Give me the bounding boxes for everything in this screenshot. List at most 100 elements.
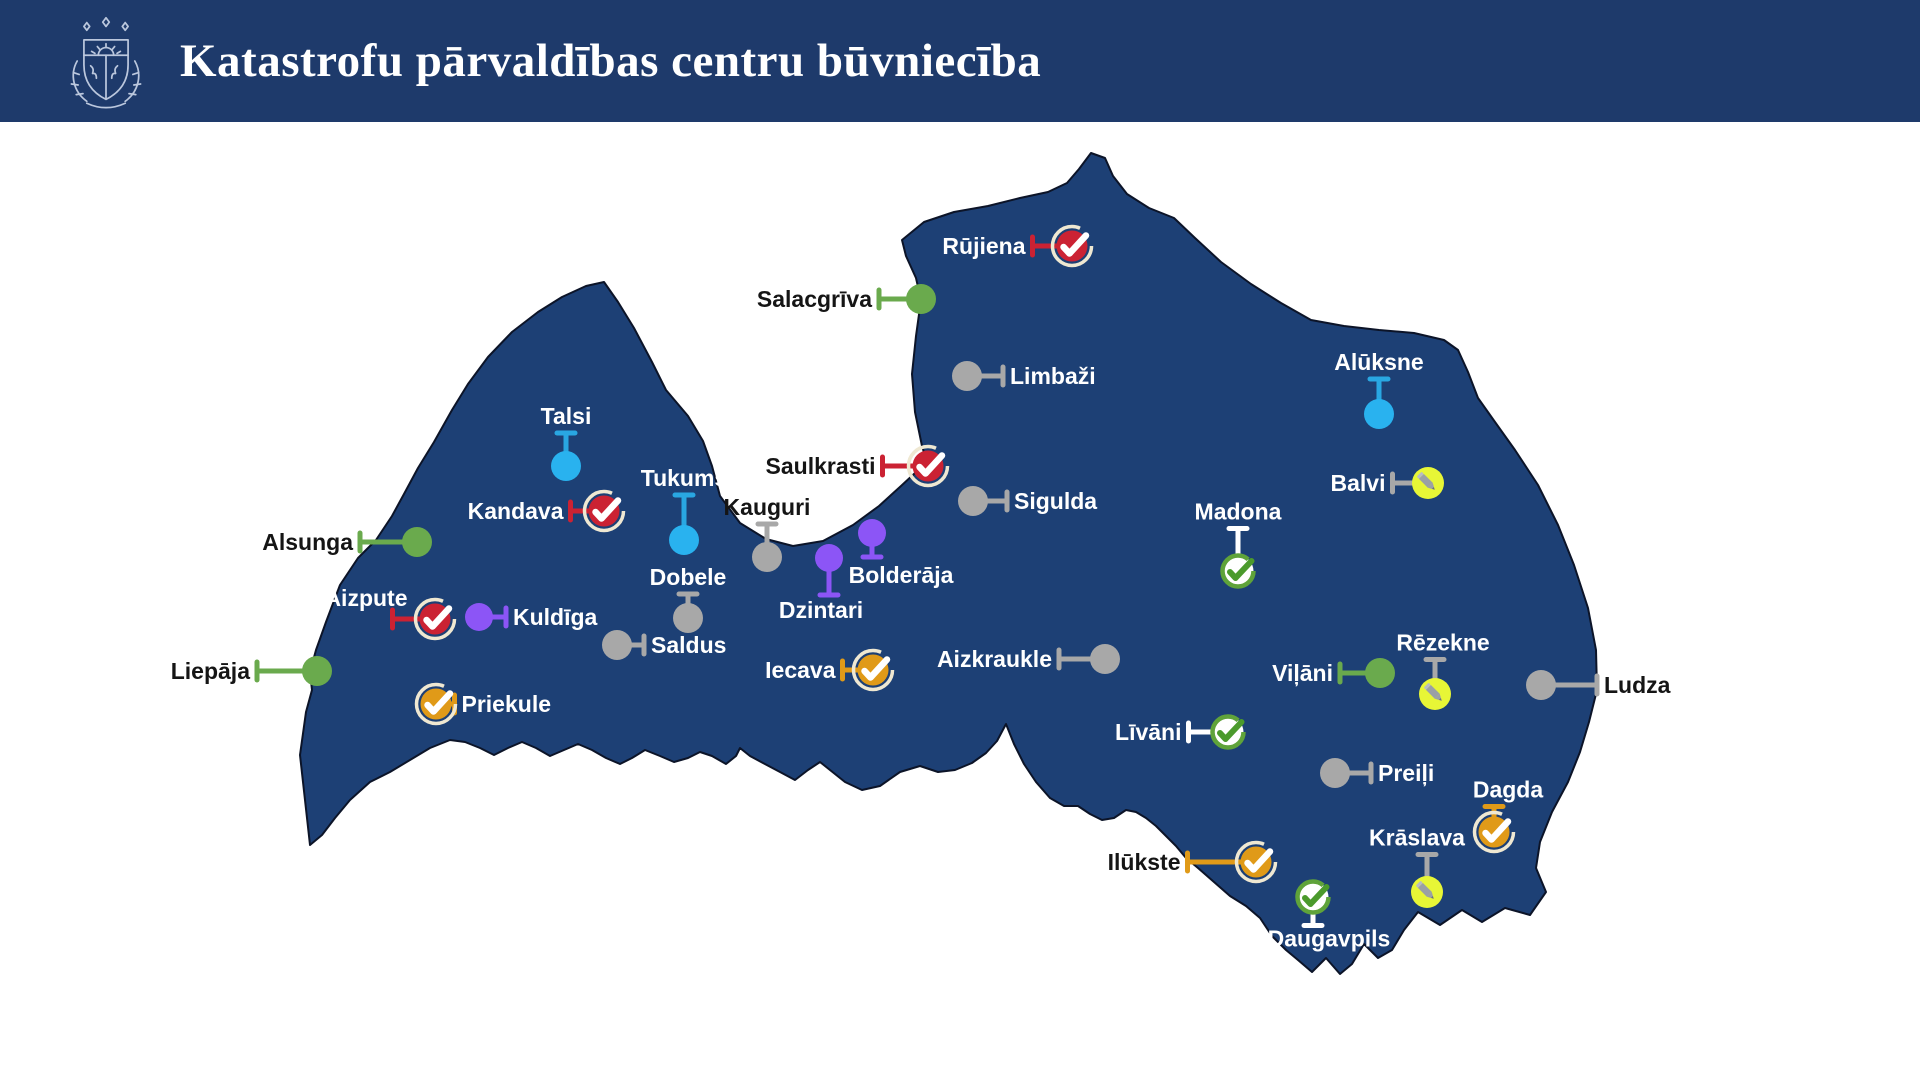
latvia-coat-of-arms-logo — [70, 16, 142, 109]
city-marker-priekule[interactable] — [414, 682, 458, 726]
status-dot — [669, 525, 699, 555]
city-marker-kauguri[interactable] — [752, 542, 782, 572]
city-marker-dobele[interactable] — [673, 603, 703, 633]
city-marker-saldus[interactable] — [602, 630, 632, 660]
status-dot — [906, 284, 936, 314]
city-label-talsi: Talsi — [541, 403, 592, 429]
swoosh-ring — [582, 489, 626, 533]
city-marker-dzintari[interactable] — [815, 544, 843, 572]
city-marker-livani[interactable] — [1210, 714, 1246, 750]
pencil-icon — [1417, 472, 1435, 490]
city-marker-rezekne[interactable] — [1419, 678, 1451, 710]
city-label-kauguri: Kauguri — [724, 494, 811, 520]
city-label-dzintari: Dzintari — [779, 597, 863, 623]
city-labels: Rūjiena Salacgrīva Limbaži Alūksne Talsi Saul… — [171, 233, 1671, 952]
status-dot — [1090, 644, 1120, 674]
city-marker-vilani[interactable] — [1365, 658, 1395, 688]
status-dot — [1365, 658, 1395, 688]
swoosh-ring — [1234, 840, 1278, 884]
city-label-dobele: Dobele — [650, 564, 727, 590]
pencil-icon — [1416, 881, 1434, 899]
city-marker-dagda[interactable] — [1472, 810, 1516, 854]
status-dot — [551, 451, 581, 481]
city-label-iecava: Iecava — [765, 657, 836, 683]
city-label-aizpute: Aizpute — [324, 585, 407, 611]
city-marker-aluksne[interactable] — [1364, 399, 1394, 429]
city-marker-aizkraukle[interactable] — [1090, 644, 1120, 674]
city-marker-tukums[interactable] — [669, 525, 699, 555]
check-icon — [1482, 818, 1512, 843]
check-icon — [1060, 232, 1090, 257]
city-label-ilukste: Ilūkste — [1108, 849, 1181, 875]
markers — [302, 224, 1556, 915]
city-label-saldus: Saldus — [651, 632, 726, 658]
city-marker-bolderaja[interactable] — [858, 519, 886, 547]
city-label-aizkraukle: Aizkraukle — [937, 646, 1052, 672]
city-label-vilani: Viļāni — [1272, 660, 1333, 686]
status-dot — [465, 603, 493, 631]
check-icon — [916, 452, 946, 477]
city-marker-alsunga[interactable] — [402, 527, 432, 557]
city-label-livani: Līvāni — [1115, 719, 1181, 745]
city-label-madona: Madona — [1195, 499, 1282, 525]
city-label-bolderaja: Bolderāja — [849, 562, 954, 588]
swoosh-ring — [413, 597, 457, 641]
city-label-preili: Preiļi — [1378, 760, 1434, 786]
city-label-salacgriva: Salacgrīva — [757, 286, 872, 312]
city-label-aluksne: Alūksne — [1334, 349, 1423, 375]
check-icon — [1217, 719, 1245, 742]
city-marker-kandava[interactable] — [582, 489, 626, 533]
city-marker-ludza[interactable] — [1526, 670, 1556, 700]
city-marker-aizpute[interactable] — [413, 597, 457, 641]
city-marker-sigulda[interactable] — [958, 486, 988, 516]
city-marker-liepaja[interactable] — [302, 656, 332, 686]
city-marker-daugavpils[interactable] — [1295, 879, 1331, 915]
city-label-limbazi: Limbaži — [1010, 363, 1096, 389]
city-marker-balvi[interactable] — [1412, 467, 1444, 499]
swoosh-ring — [1472, 810, 1516, 854]
city-marker-talsi[interactable] — [551, 451, 581, 481]
status-dot — [752, 542, 782, 572]
city-marker-iecava[interactable] — [851, 648, 895, 692]
city-label-kandava: Kandava — [468, 498, 564, 524]
city-label-priekule: Priekule — [462, 691, 552, 717]
city-marker-saulkrasti[interactable] — [906, 444, 950, 488]
check-icon — [424, 690, 454, 715]
city-marker-rujiena[interactable] — [1050, 224, 1094, 268]
status-dot — [673, 603, 703, 633]
city-marker-kuldiga[interactable] — [465, 603, 493, 631]
city-marker-ilukste[interactable] — [1234, 840, 1278, 884]
status-dot — [1526, 670, 1556, 700]
swoosh-ring — [851, 648, 895, 692]
swoosh-ring — [906, 444, 950, 488]
city-label-daugavpils: Daugavpils — [1268, 926, 1391, 952]
check-icon — [1244, 848, 1274, 873]
pencil-icon — [1424, 683, 1442, 701]
swoosh-ring — [414, 682, 458, 726]
check-icon — [592, 497, 622, 522]
city-marker-salacgriva[interactable] — [906, 284, 936, 314]
status-dot — [858, 519, 886, 547]
city-marker-madona[interactable] — [1220, 553, 1256, 589]
city-label-liepaja: Liepāja — [171, 658, 250, 684]
city-label-sigulda: Sigulda — [1014, 488, 1097, 514]
city-label-rujiena: Rūjiena — [942, 233, 1025, 259]
check-icon — [423, 605, 453, 630]
city-label-balvi: Balvi — [1331, 470, 1386, 496]
status-dot — [402, 527, 432, 557]
city-marker-preili[interactable] — [1320, 758, 1350, 788]
city-label-rezekne: Rēzekne — [1396, 630, 1489, 656]
page-title: Katastrofu pārvaldības centru būvniecība — [180, 35, 1042, 87]
check-icon — [1227, 558, 1255, 581]
status-dot — [1320, 758, 1350, 788]
city-marker-limbazi[interactable] — [952, 361, 982, 391]
latvia-landmass — [299, 152, 1598, 975]
status-dot — [958, 486, 988, 516]
status-dot — [602, 630, 632, 660]
city-label-alsunga: Alsunga — [262, 529, 353, 555]
status-dot — [815, 544, 843, 572]
city-marker-kraslava[interactable] — [1411, 876, 1443, 908]
header-bar: Katastrofu pārvaldības centru būvniecība — [0, 0, 1920, 122]
status-dot — [952, 361, 982, 391]
